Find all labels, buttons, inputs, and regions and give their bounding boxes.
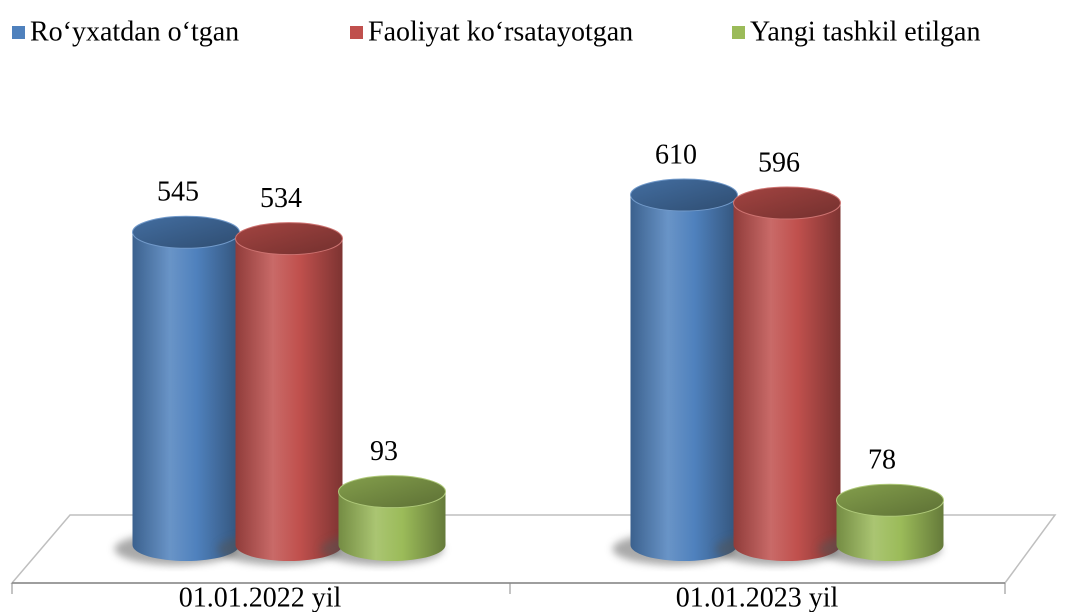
cylinder-bar — [612, 178, 738, 565]
legend-label: Yangi tashkil etilgan — [750, 16, 980, 47]
data-label: 78 — [868, 445, 896, 476]
x-tick-label: 01.01.2023 yil — [676, 582, 839, 612]
data-label: 596 — [758, 147, 800, 178]
x-tick-label: 01.01.2022 yil — [179, 582, 342, 612]
legend-label: Faoliyat ko‘rsatayotgan — [368, 16, 633, 47]
cylinder-bar — [715, 186, 841, 565]
data-label: 534 — [260, 183, 302, 214]
legend-swatch — [350, 26, 363, 39]
legend-swatch — [12, 26, 25, 39]
cylinder-bar — [818, 483, 944, 565]
data-label: 610 — [655, 139, 697, 170]
data-label: 93 — [370, 436, 398, 467]
cylinder-bar — [320, 475, 446, 565]
cylinder-bar — [114, 215, 240, 565]
legend-label: Ro‘yxatdan o‘tgan — [30, 16, 239, 47]
legend-swatch — [732, 26, 745, 39]
data-label: 545 — [157, 177, 199, 208]
cylinder-bar — [217, 222, 343, 565]
